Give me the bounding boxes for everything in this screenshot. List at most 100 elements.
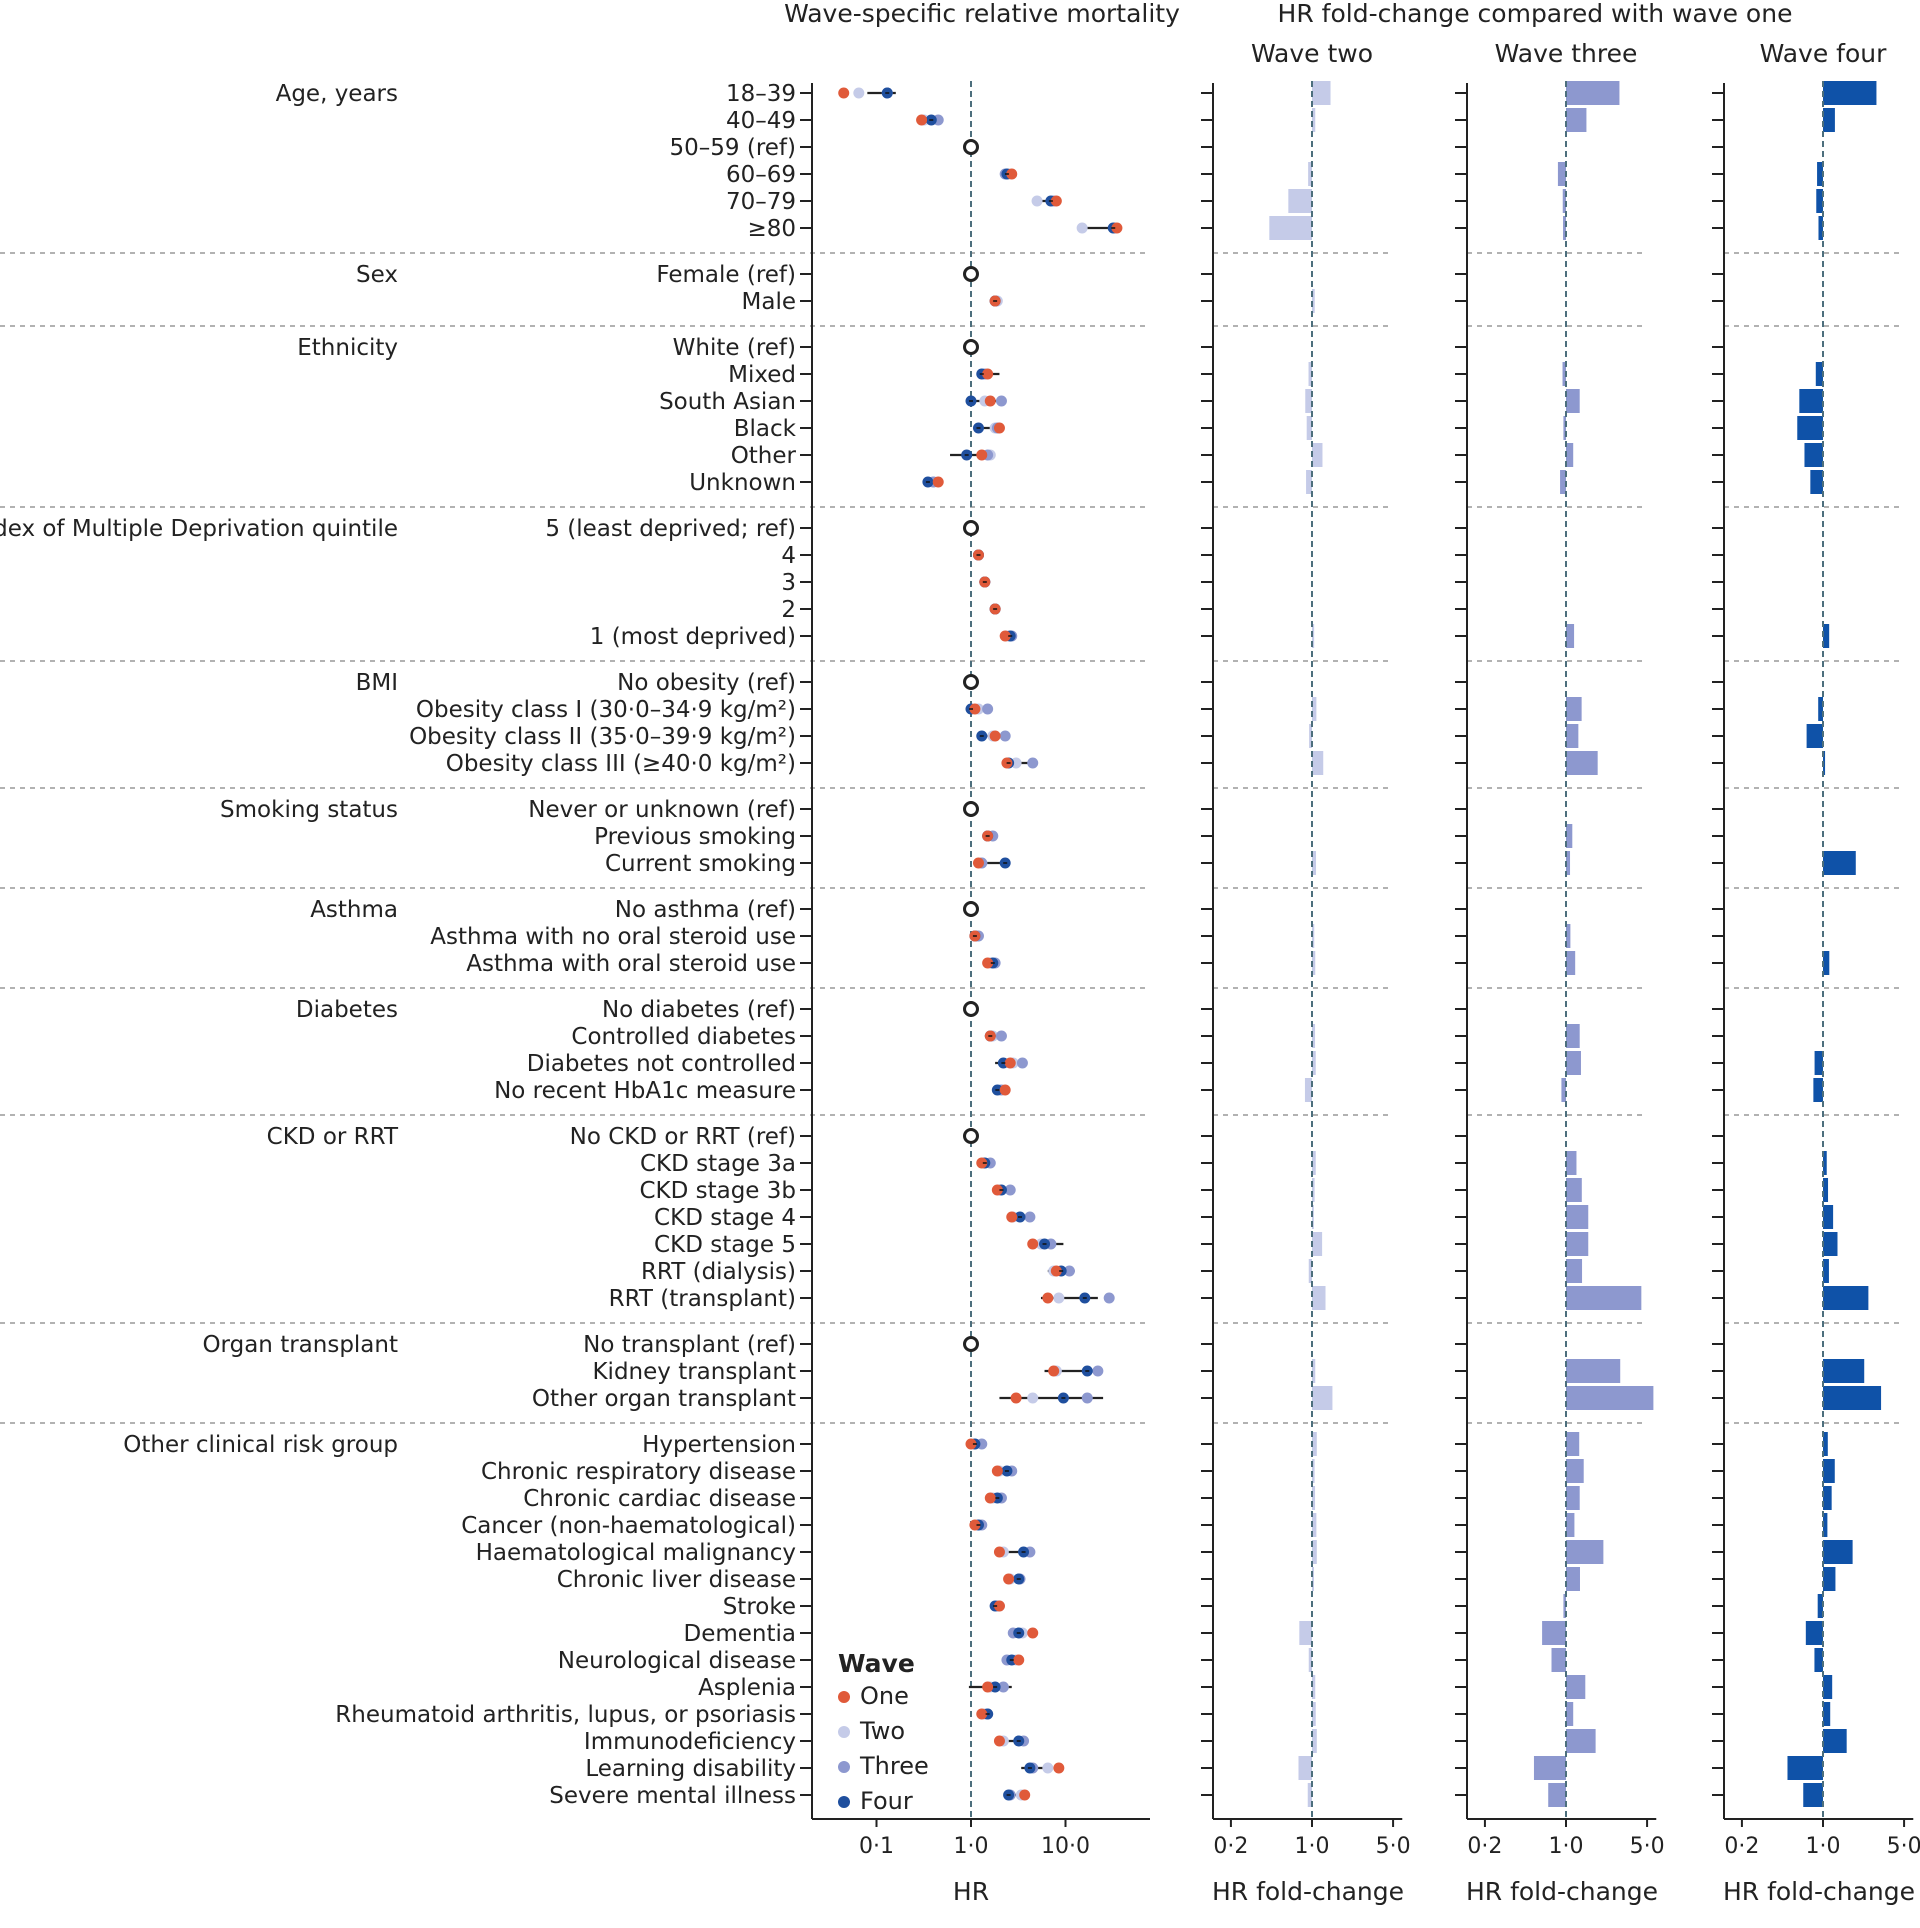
forest-x-axis-title: HR <box>953 1877 989 1906</box>
fold-change-bar-wave-2 <box>1312 1024 1316 1048</box>
fold-change-bar-wave-3 <box>1548 1783 1566 1807</box>
fold-change-bar-wave-3 <box>1566 1432 1580 1456</box>
row-label: No CKD or RRT (ref) <box>570 1124 796 1150</box>
row-label: CKD stage 3b <box>639 1178 796 1204</box>
fold-change-bar-wave-4 <box>1814 1648 1823 1672</box>
row-label: Asthma with no oral steroid use <box>430 924 796 950</box>
row-label: Chronic cardiac disease <box>523 1486 796 1512</box>
hr-point-wave-1 <box>1027 1627 1039 1639</box>
hr-point-wave-1 <box>989 730 1001 742</box>
reference-marker <box>963 520 979 536</box>
fold-change-bar-wave-4 <box>1823 624 1830 648</box>
hr-point-wave-1 <box>984 395 996 407</box>
fold-change-bar-wave-2 <box>1312 289 1315 313</box>
row-label: Mixed <box>728 362 796 388</box>
fold-change-bar-wave-3 <box>1566 751 1598 775</box>
fold-change-bar-wave-4 <box>1823 1432 1828 1456</box>
reference-marker <box>963 674 979 690</box>
hr-point-wave-1 <box>1048 1365 1060 1377</box>
fold-change-bar-wave-4 <box>1823 1386 1882 1410</box>
row-label: Obesity class I (30·0–34·9 kg/m²) <box>416 697 796 723</box>
fold-change-bar-wave-3 <box>1566 697 1582 721</box>
fold-change-bar-wave-4 <box>1818 216 1823 240</box>
fold-change-bar-wave-4 <box>1787 1756 1823 1780</box>
fold-change-bar-wave-2 <box>1298 1756 1312 1780</box>
fold-change-bar-wave-2 <box>1312 1232 1323 1256</box>
fold-change-bar-wave-3 <box>1566 1459 1584 1483</box>
fold-change-bar-wave-4 <box>1823 108 1835 132</box>
row-label: 60–69 <box>726 162 796 188</box>
reference-marker <box>963 801 979 817</box>
panel-x-axis-title-4: HR fold-change <box>1723 1877 1915 1906</box>
row-label: No asthma (ref) <box>615 897 796 923</box>
fold-change-bar-wave-3 <box>1566 1675 1586 1699</box>
hr-point-wave-2 <box>1027 1392 1039 1404</box>
fold-change-bar-wave-4 <box>1823 1178 1829 1202</box>
hr-point-wave-1 <box>1004 1057 1016 1069</box>
fold-change-bar-wave-3 <box>1566 1486 1580 1510</box>
hr-point-wave-1 <box>993 1735 1005 1747</box>
hr-point-wave-3 <box>995 395 1007 407</box>
row-label: Chronic respiratory disease <box>481 1459 796 1485</box>
row-label: 5 (least deprived; ref) <box>545 516 796 542</box>
fold-change-bar-wave-2 <box>1312 1286 1326 1310</box>
row-label: Cancer (non-haematological) <box>461 1513 796 1539</box>
legend-label-four: Four <box>860 1787 913 1815</box>
fold-change-bar-wave-2 <box>1312 1459 1315 1483</box>
fold-change-bar-wave-4 <box>1805 1621 1823 1645</box>
fold-change-bar-wave-4 <box>1797 416 1823 440</box>
row-label: Obesity class III (≥40·0 kg/m²) <box>446 751 796 777</box>
hr-point-wave-2 <box>1031 195 1043 207</box>
row-label: South Asian <box>659 389 796 415</box>
fold-change-bar-wave-3 <box>1560 470 1566 494</box>
row-label: 70–79 <box>726 189 796 215</box>
row-label: Controlled diabetes <box>571 1024 796 1050</box>
hr-point-wave-1 <box>1003 1573 1015 1585</box>
row-label: 50–59 (ref) <box>670 135 797 161</box>
forest-plot-title: Wave-specific relative mortality <box>784 0 1180 28</box>
hr-point-wave-3 <box>997 1681 1009 1693</box>
fold-change-bar-wave-4 <box>1823 1702 1831 1726</box>
hr-point-wave-1 <box>1111 222 1123 234</box>
hr-point-wave-2 <box>1053 1292 1065 1304</box>
fold-change-bar-wave-4 <box>1804 443 1823 467</box>
row-label: Chronic liver disease <box>557 1567 796 1593</box>
fold-change-bar-wave-3 <box>1566 724 1579 748</box>
fold-change-bar-wave-2 <box>1308 1259 1312 1283</box>
hr-point-wave-3 <box>1027 757 1039 769</box>
legend-swatch-one <box>838 1691 850 1703</box>
fold-change-bar-wave-3 <box>1563 1594 1566 1618</box>
fold-change-bar-wave-3 <box>1566 1286 1642 1310</box>
fold-change-bar-wave-2 <box>1304 1078 1312 1102</box>
fold-change-bar-wave-3 <box>1566 1024 1580 1048</box>
reference-marker <box>963 901 979 917</box>
fold-change-bar-wave-2 <box>1312 1540 1317 1564</box>
group-label: BMI <box>356 670 398 696</box>
hr-point-wave-1 <box>1050 195 1062 207</box>
row-label: Female (ref) <box>656 262 796 288</box>
row-label: Kidney transplant <box>592 1359 796 1385</box>
fold-change-bar-wave-4 <box>1823 1513 1828 1537</box>
hr-point-wave-1 <box>976 449 988 461</box>
row-label: CKD stage 4 <box>654 1205 796 1231</box>
row-label: Hypertension <box>642 1432 796 1458</box>
group-label: CKD or RRT <box>267 1124 399 1150</box>
row-label: Black <box>734 416 797 442</box>
fold-change-bar-wave-4 <box>1823 1359 1865 1383</box>
row-label: Obesity class II (35·0–39·9 kg/m²) <box>409 724 796 750</box>
hr-point-wave-3 <box>1092 1365 1104 1377</box>
row-label: 2 <box>781 597 796 623</box>
panel-title-2: Wave two <box>1251 39 1373 68</box>
fold-change-header: HR fold-change compared with wave one <box>1278 0 1793 28</box>
group-label: Asthma <box>310 897 398 923</box>
fold-change-bar-wave-2 <box>1308 1648 1312 1672</box>
fold-change-bar-wave-2 <box>1312 1486 1316 1510</box>
hr-point-wave-2 <box>1076 222 1088 234</box>
group-label: Index of Multiple Deprivation quintile <box>0 516 398 542</box>
fold-change-bar-wave-2 <box>1312 81 1331 105</box>
row-label: RRT (transplant) <box>609 1286 796 1312</box>
group-label: Diabetes <box>296 997 398 1023</box>
reference-marker <box>963 339 979 355</box>
fold-change-bar-wave-2 <box>1312 1359 1316 1383</box>
panel-x-axis-title-2: HR fold-change <box>1212 1877 1404 1906</box>
